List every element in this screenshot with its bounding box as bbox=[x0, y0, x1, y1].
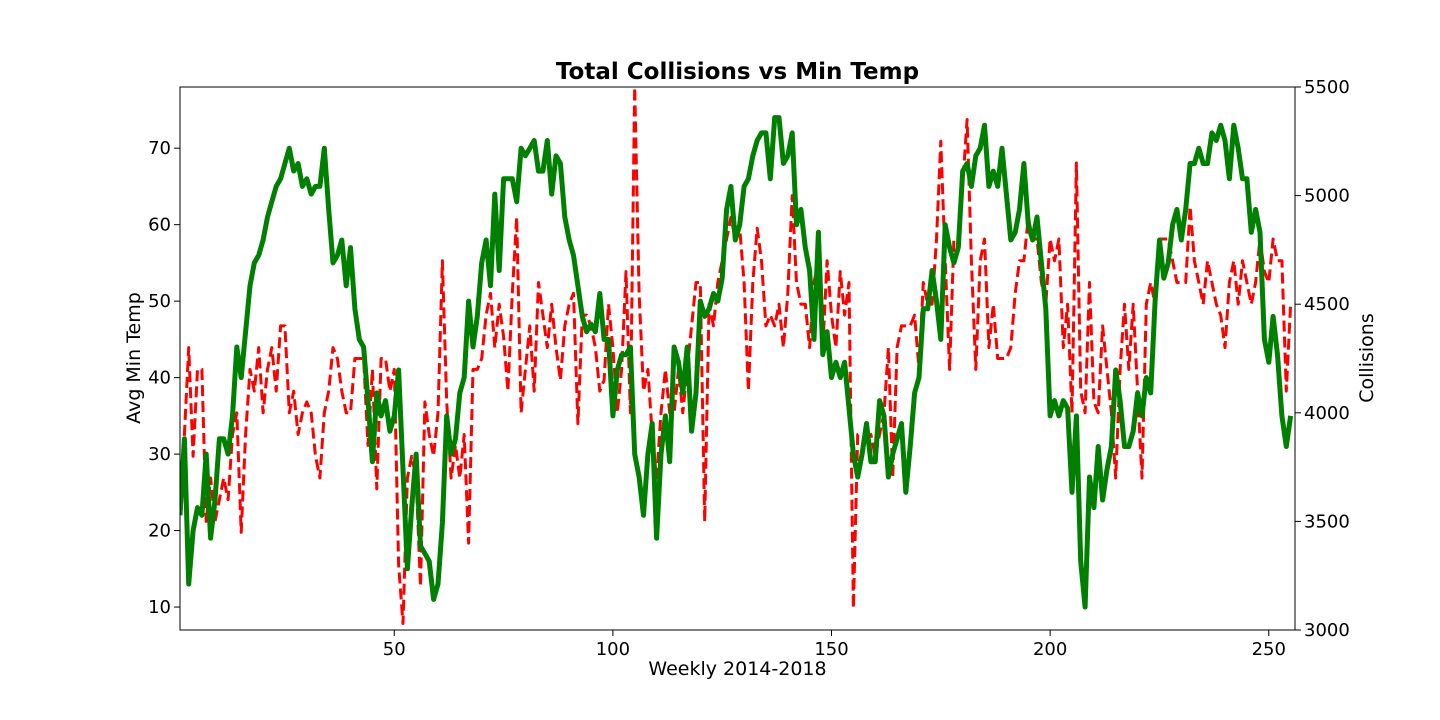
x-axis: 50 100 150 200 250 bbox=[383, 630, 1286, 660]
y-axis-right: 3000 3500 4000 4500 5000 5500 bbox=[1295, 77, 1350, 641]
x-tick-label: 50 bbox=[383, 639, 406, 660]
y-right-tick-label: 5500 bbox=[1304, 77, 1350, 98]
plot-frame bbox=[179, 86, 1296, 631]
y-right-tick-label: 4000 bbox=[1304, 403, 1350, 424]
x-tick-label: 250 bbox=[1252, 639, 1286, 660]
y-axis-left-label: Avg Min Temp bbox=[123, 292, 145, 424]
y-right-tick-label: 3500 bbox=[1304, 511, 1350, 532]
series-layer bbox=[180, 87, 1294, 625]
y-left-tick-label: 10 bbox=[148, 597, 171, 618]
y-right-tick-label: 5000 bbox=[1304, 186, 1350, 207]
x-tick-label: 150 bbox=[814, 639, 848, 660]
y-left-tick-label: 30 bbox=[148, 444, 171, 465]
y-left-tick-label: 20 bbox=[148, 521, 171, 542]
y-left-tick-label: 70 bbox=[148, 138, 171, 159]
x-axis-label: Weekly 2014-2018 bbox=[648, 658, 826, 680]
y-left-tick-label: 50 bbox=[148, 291, 171, 312]
y-left-tick-label: 60 bbox=[148, 215, 171, 236]
y-right-tick-label: 3000 bbox=[1304, 620, 1350, 641]
y-axis-left: 10 20 30 40 50 60 70 bbox=[148, 138, 180, 618]
y-left-tick-label: 40 bbox=[148, 368, 171, 389]
x-tick-label: 100 bbox=[596, 639, 630, 660]
x-tick-label: 200 bbox=[1033, 639, 1067, 660]
chart-title: Total Collisions vs Min Temp bbox=[556, 59, 919, 85]
y-right-tick-label: 4500 bbox=[1304, 294, 1350, 315]
y-axis-right-label: Collisions bbox=[1356, 313, 1378, 402]
min-temp-line bbox=[180, 115, 1294, 610]
